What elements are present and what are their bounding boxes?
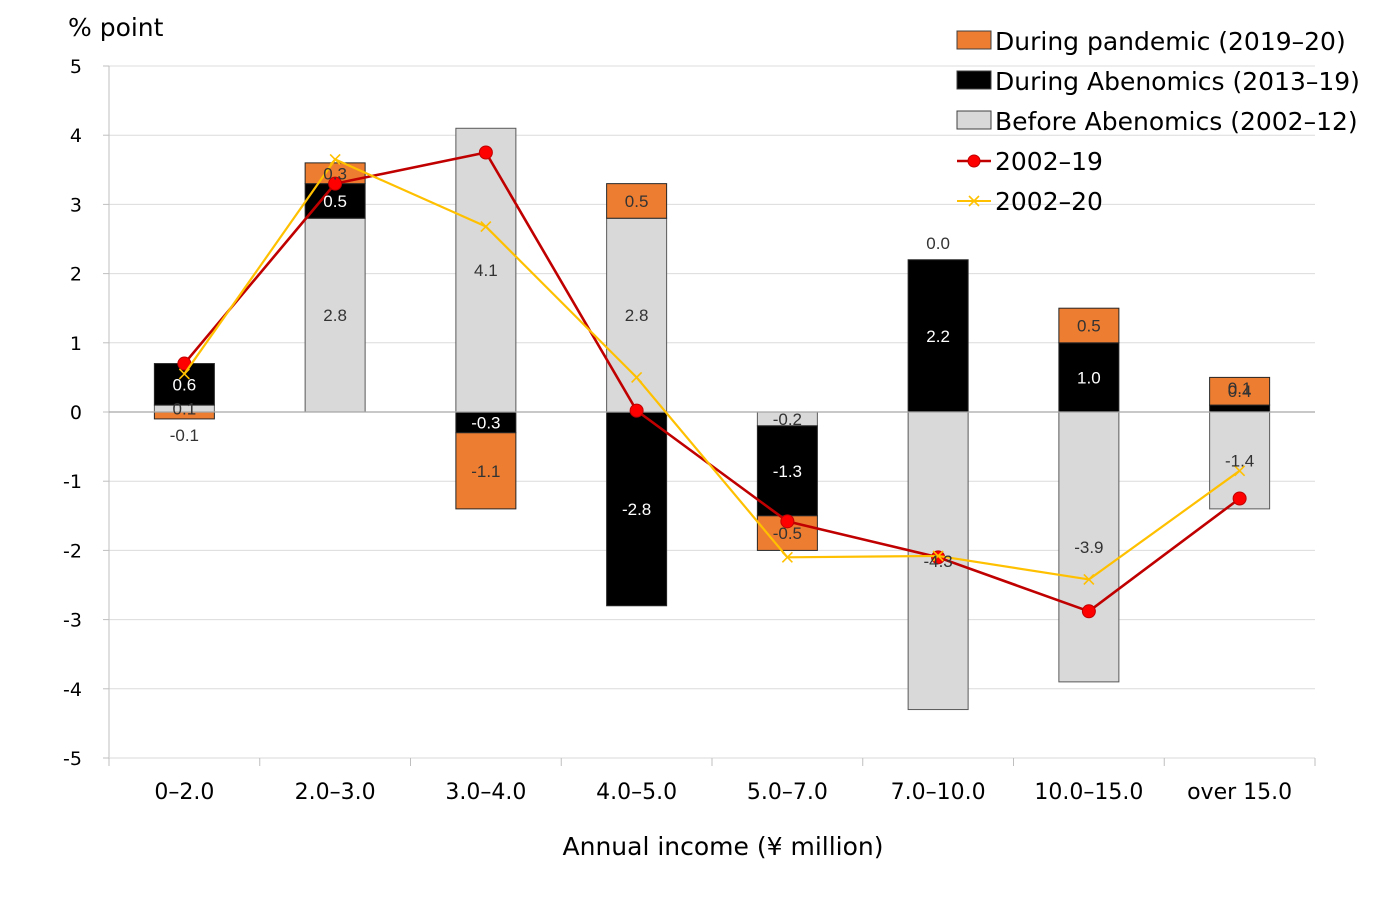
bar-data-label: 0.4 [1228,382,1252,401]
bar-data-label: 4.1 [474,261,498,280]
x-marker-stroke [178,368,190,380]
y-tick-label: -4 [63,679,82,701]
x-marker-stroke [781,551,793,563]
line-point [480,220,492,233]
line-point [328,176,343,191]
bar-data-label: 0.5 [323,192,347,211]
bar-segment [1209,404,1271,413]
x-marker-stroke [480,220,492,233]
x-marker-stroke [1083,573,1095,586]
line-point [329,153,341,165]
bar-data-label: 0.0 [926,234,950,253]
legend-item: Before Abenomics (2002–12) [956,107,1358,136]
y-tick-label: -2 [63,540,82,562]
bar-segment [606,217,668,413]
y-tick-label: 3 [70,194,82,216]
bar-data-label: 0.1 [173,400,197,419]
y-tick-label: -3 [63,610,82,632]
bar-data-label: -4.3 [923,552,952,571]
line-series-2002-20 [183,158,1241,581]
bar-data-label: -0.2 [773,410,802,429]
line-point [781,551,793,563]
line-point [629,403,644,418]
bar-segment [455,127,517,413]
y-tick-label: 5 [70,56,82,78]
line-point [780,514,795,529]
x-tick-label: 3.0–4.0 [445,780,526,805]
bars-layer [153,127,1271,711]
bar-data-label: -1.4 [1225,451,1254,470]
x-tick-label: 10.0–15.0 [1034,780,1143,805]
bar-data-label: 0.6 [173,375,197,394]
legend-label: Before Abenomics (2002–12) [995,107,1358,136]
x-tick-label: 4.0–5.0 [596,780,677,805]
x-axis-title: Annual income (¥ million) [563,832,884,861]
x-marker-stroke [1234,465,1246,477]
x-marker-stroke [631,371,643,383]
bar-segment [1209,376,1271,406]
legend-marker [968,195,980,207]
bar-data-label: -0.3 [471,413,500,432]
bar-segment [756,425,818,517]
axes-layer: 5 4 3 2 1 0 -1 -2 -3 -4 -5 0–2.0 2.0–3.0 3.0–4.0 4.0–5… [63,56,1316,805]
bar-data-label: -0.1 [170,426,199,445]
bar-segment [1058,307,1120,344]
x-tick-label: over 15.0 [1187,780,1292,805]
line-point [1083,573,1095,586]
y-tick-label: -5 [63,748,82,770]
bar-data-label: 0.1 [1228,379,1252,398]
x-tick-label: 7.0–10.0 [891,780,986,805]
y-tick-label: -1 [63,471,82,493]
y-axis-title: % point [68,13,164,42]
legend-label: 2002–20 [995,187,1103,216]
bar-segment [606,183,668,219]
x-marker-stroke [932,550,944,562]
legend-swatch [956,110,992,130]
legend-swatch [956,30,992,50]
bar-data-label: 0.3 [323,164,347,183]
y-tick-label: 0 [70,402,82,424]
x-tick-label: 5.0–7.0 [747,780,828,805]
bar-data-label: -1.1 [471,462,500,481]
x-tick-label: 2.0–3.0 [295,780,376,805]
legend: During pandemic (2019–20) During Abenomic… [956,27,1360,216]
legend-item: 2002–19 [957,147,1103,176]
legend-label: During Abenomics (2013–19) [995,67,1360,96]
legend-swatch [956,70,992,90]
line-point [1234,465,1246,477]
y-tick-label: 2 [70,264,82,286]
bar-segment [606,411,668,607]
legend-item: 2002–20 [957,187,1103,216]
line-point [1081,604,1096,619]
x-marker-stroke [329,153,341,165]
bar-data-label: 2.2 [926,327,950,346]
bar-data-label: 2.8 [625,306,649,325]
line-point [631,371,643,383]
bar-data-label: 0.5 [1077,317,1101,336]
bar-data-label: 0.5 [625,192,649,211]
line-point [1232,491,1247,506]
line-point [932,550,944,562]
bar-segment [455,432,517,510]
legend-item: During Abenomics (2013–19) [956,67,1360,96]
bar-data-label: -1.3 [773,462,802,481]
y-tick-label: 1 [70,333,82,355]
legend-item: During pandemic (2019–20) [956,27,1346,56]
data-labels-layer: 0.1 2.8 4.1 2.8 -0.2 -4.3 -3.9 -1.4 0.6 0.5 -0.3 -2… [170,164,1255,571]
legend-label: During pandemic (2019–20) [995,27,1346,56]
y-tick-label: 4 [70,125,82,147]
legend-label: 2002–19 [995,147,1103,176]
x-tick-label: 0–2.0 [154,780,214,805]
bar-data-label: 1.0 [1077,368,1101,387]
bar-data-label: -0.5 [773,524,802,543]
legend-marker [967,154,981,168]
line-point [178,368,190,380]
bar-data-label: -2.8 [622,500,651,519]
bar-segment [304,217,366,413]
bar-data-label: 2.8 [323,306,347,325]
lines-layer [177,145,1247,619]
line-point [478,145,493,160]
bar-data-label: -3.9 [1074,538,1103,557]
